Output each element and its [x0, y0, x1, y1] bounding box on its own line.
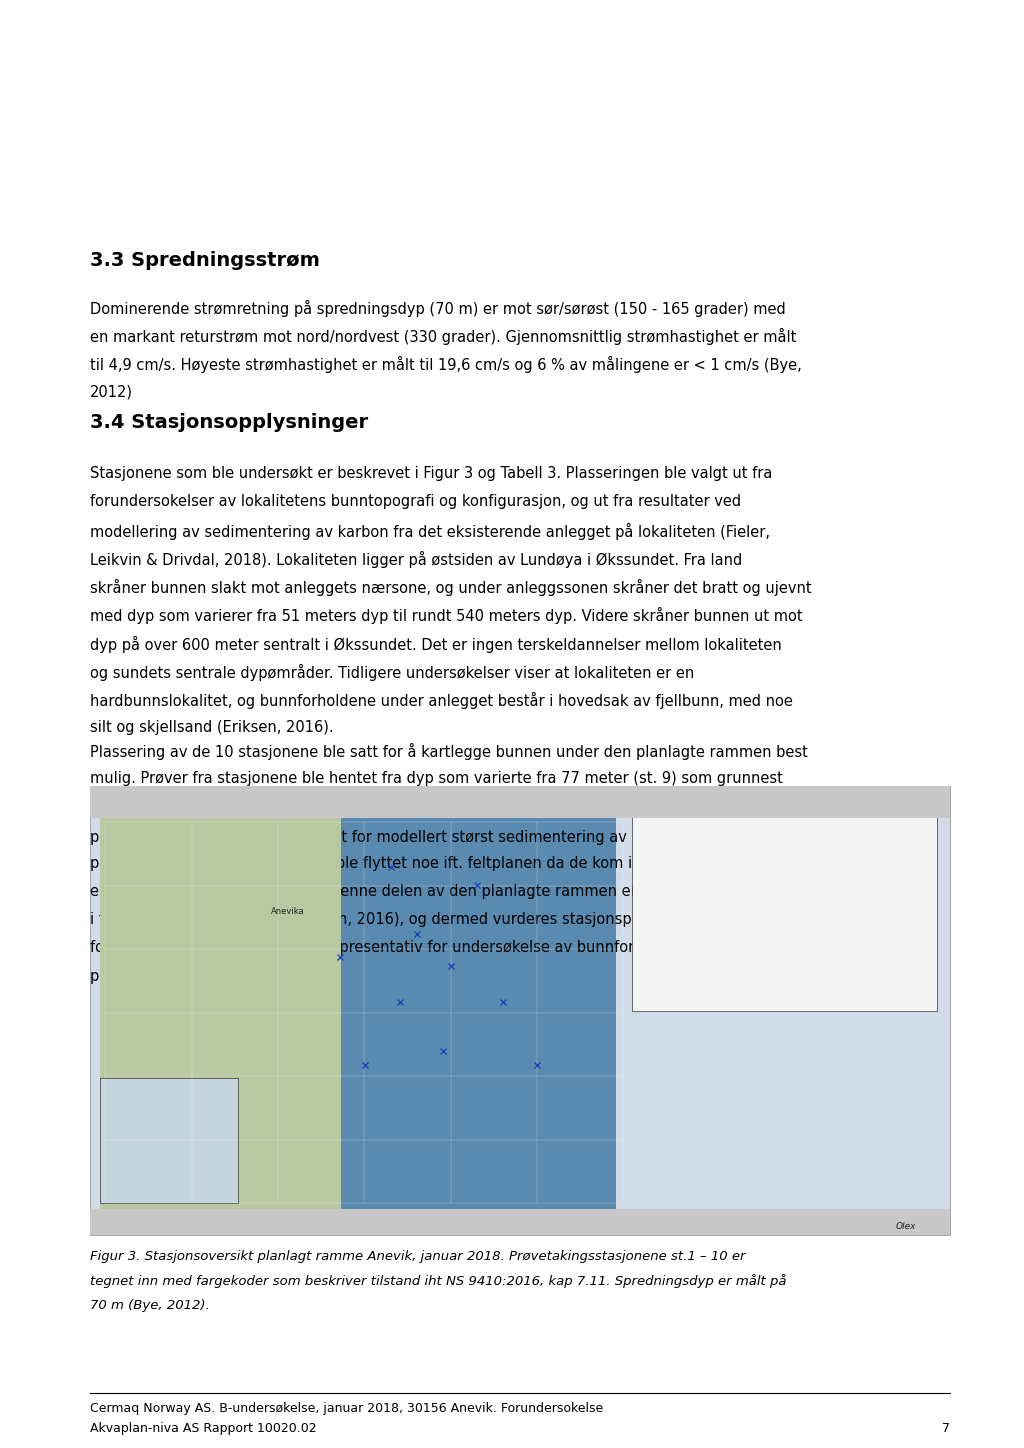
Text: en markant returstrøm mot nord/nordvest (330 grader). Gjennomsnittlig strømhasti: en markant returstrøm mot nord/nordvest …: [90, 329, 797, 345]
Text: Olex: Olex: [895, 1222, 915, 1231]
Text: og 521 meter (st. 3) som dypest. Stasjon 5, 6, 7, 8, 9 og 10 ble plassert i det : og 521 meter (st. 3) som dypest. Stasjon…: [90, 799, 790, 817]
Text: 2012): 2012): [90, 384, 133, 400]
Text: og sundets sentrale dypømråder. Tidligere undersøkelser viser at lokaliteten er : og sundets sentrale dypømråder. Tidliger…: [90, 663, 694, 681]
Text: til 4,9 cm/s. Høyeste strømhastighet er målt til 19,6 cm/s og 6 % av målingene e: til 4,9 cm/s. Høyeste strømhastighet er …: [90, 356, 802, 374]
Bar: [100, 812, 341, 1209]
Text: forundersokelser av lokalitetens bunntopografi og konfigurasjon, og ut fra resul: forundersokelser av lokalitetens bunntop…: [90, 494, 741, 510]
Text: tegnet inn med fargekoder som beskriver tilstand iht NS 9410:2016, kap 7.11. Spr: tegnet inn med fargekoder som beskriver …: [90, 1274, 786, 1289]
Bar: [632, 795, 937, 1011]
Text: 3.3 Spredningsstrøm: 3.3 Spredningsstrøm: [90, 251, 319, 269]
Text: modellering av sedimentering av karbon fra det eksisterende anlegget på lokalite: modellering av sedimentering av karbon f…: [90, 523, 770, 540]
Text: 3.4 Stasjonsopplysninger: 3.4 Stasjonsopplysninger: [90, 413, 369, 432]
Text: mulig. Prøver fra stasjonene ble hentet fra dyp som varierte fra 77 meter (st. 9: mulig. Prøver fra stasjonene ble hentet …: [90, 772, 783, 786]
Bar: [90, 1209, 950, 1235]
Text: Leikvin & Drivdal, 2018). Lokaliteten ligger på østsiden av Lundøya i Økssundet.: Leikvin & Drivdal, 2018). Lokaliteten li…: [90, 550, 742, 568]
Bar: [100, 812, 616, 1209]
Text: dyp på over 600 meter sentralt i Økssundet. Det er ingen terskeldannelser mellom: dyp på over 600 meter sentralt i Økssund…: [90, 636, 782, 653]
Text: Cermaq Norway AS. B-undersøkelse, januar 2018, 30156 Anevik. Forundersokelse: Cermaq Norway AS. B-undersøkelse, januar…: [90, 1402, 603, 1415]
Text: planlagt ramme.: planlagt ramme.: [90, 969, 212, 983]
Text: med dyp som varierer fra 51 meters dyp til rundt 540 meters dyp. Videre skråner : med dyp som varierer fra 51 meters dyp t…: [90, 608, 803, 624]
Text: eksisterende anlegget (Figur 4). Denne delen av den planlagte rammen er forøvrig: eksisterende anlegget (Figur 4). Denne d…: [90, 883, 798, 899]
Text: skråner bunnen slakt mot anleggets nærsone, og under anleggssonen skråner det br: skråner bunnen slakt mot anleggets nærso…: [90, 579, 812, 597]
Text: Plassering av de 10 stasjonene ble satt for å kartlegge bunnen under den planlag: Plassering av de 10 stasjonene ble satt …: [90, 743, 808, 760]
Text: hardbunnslokalitet, og bunnforholdene under anlegget består i hovedsak av fjellb: hardbunnslokalitet, og bunnforholdene un…: [90, 692, 793, 710]
Text: 7: 7: [942, 1422, 950, 1435]
Text: planlagte rammen dekker området for modellert størst sedimentering av karbon. Ve: planlagte rammen dekker området for mode…: [90, 828, 719, 844]
Text: Akvaplan-niva AS Rapport 10020.02: Akvaplan-niva AS Rapport 10020.02: [90, 1422, 316, 1435]
Text: foreliggende undersøkelse som representativ for undersøkelse av bunnforholdene u: foreliggende undersøkelse som representa…: [90, 941, 740, 956]
Bar: [100, 1077, 238, 1203]
Text: Anevika: Anevika: [270, 908, 304, 917]
Bar: [90, 786, 950, 1235]
Text: silt og skjellsand (Eriksen, 2016).: silt og skjellsand (Eriksen, 2016).: [90, 720, 334, 736]
Text: Dominerende strømretning på spredningsdyp (70 m) er mot sør/sørøst (150 - 165 gr: Dominerende strømretning på spredningsdy…: [90, 300, 785, 317]
Text: prøvetakingen ble stasjon 6 og 7 ble flyttet noe ift. feltplanen da de kom i kon: prøvetakingen ble stasjon 6 og 7 ble fly…: [90, 856, 757, 870]
Text: 70 m (Bye, 2012).: 70 m (Bye, 2012).: [90, 1299, 210, 1312]
Text: Figur 3. Stasjonsoversikt planlagt ramme Anevik, januar 2018. Prøvetakingsstasjo: Figur 3. Stasjonsoversikt planlagt ramme…: [90, 1250, 745, 1263]
Text: Stasjonene som ble undersøkt er beskrevet i Figur 3 og Tabell 3. Plasseringen bl: Stasjonene som ble undersøkt er beskreve…: [90, 466, 772, 481]
Bar: [90, 786, 950, 818]
Text: i tidligere B-undersøkelser (Eriksen, 2016), og dermed vurderes stasjonsplasseri: i tidligere B-undersøkelser (Eriksen, 20…: [90, 912, 725, 927]
